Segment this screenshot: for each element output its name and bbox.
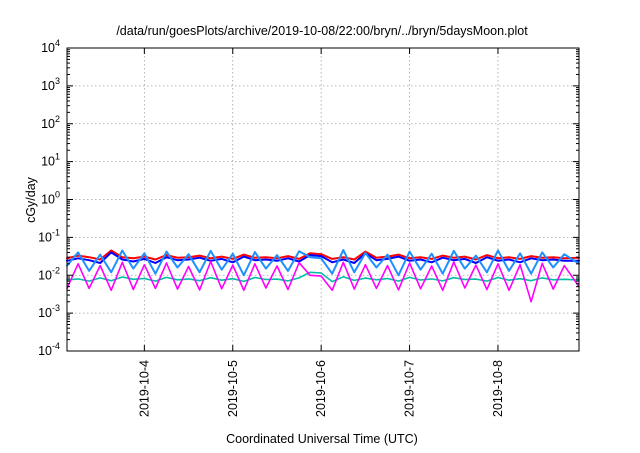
x-axis: 2019-10-4 2019-10-5 2019-10-6 2019-10-7 2019… bbox=[137, 48, 505, 417]
series-layer bbox=[66, 249, 580, 303]
x-axis-label: Coordinated Universal Time (UTC) bbox=[226, 432, 418, 446]
x-tick-label: 2019-10-6 bbox=[314, 360, 328, 417]
y-tick-label: 101 bbox=[41, 152, 60, 169]
y-tick-label: 10-1 bbox=[38, 227, 60, 244]
series-line-1 bbox=[66, 251, 580, 264]
y-axis-label: cGy/day bbox=[24, 176, 38, 223]
x-tick-label: 2019-10-7 bbox=[403, 360, 417, 417]
y-tick-label: 10-4 bbox=[38, 341, 60, 358]
x-tick-label: 2019-10-4 bbox=[137, 360, 151, 417]
y-tick-label: 10-2 bbox=[38, 265, 60, 282]
y-tick-label: 103 bbox=[41, 76, 60, 93]
y-tick-label: 100 bbox=[41, 190, 60, 207]
y-tick-label: 10-3 bbox=[38, 303, 60, 320]
series-line-4 bbox=[66, 260, 580, 303]
series-line-2 bbox=[66, 249, 580, 277]
x-tick-label: 2019-10-8 bbox=[491, 360, 505, 417]
series-line-0 bbox=[66, 249, 580, 261]
grid bbox=[67, 48, 579, 351]
y-tick-label: 104 bbox=[41, 38, 60, 55]
chart-title: /data/run/goesPlots/archive/2019-10-08/2… bbox=[116, 24, 528, 38]
y-axis: 10-4 10-3 10-2 10-1 100 101 102 103 104 bbox=[38, 38, 579, 358]
y-tick-label: 102 bbox=[41, 114, 60, 131]
x-tick-label: 2019-10-5 bbox=[226, 360, 240, 417]
